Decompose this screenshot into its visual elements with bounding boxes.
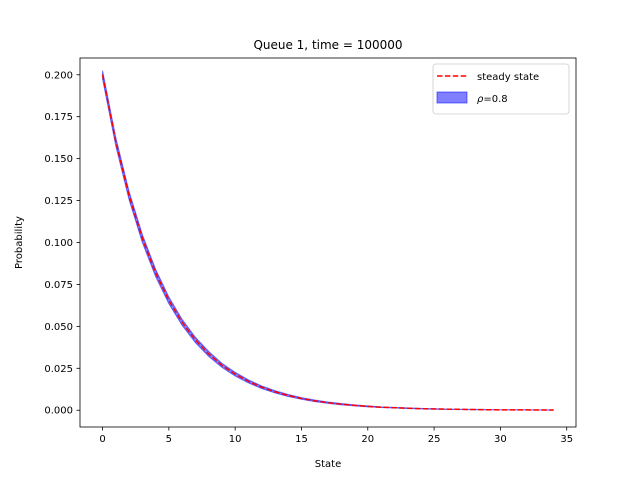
y-tick-label: 0.075 (44, 280, 73, 291)
y-tick-label: 0.050 (44, 322, 73, 333)
y-tick-label: 0.125 (44, 196, 73, 207)
x-tick-label: 25 (428, 434, 441, 445)
x-axis-label: State (315, 459, 341, 470)
y-tick-label: 0.025 (44, 364, 73, 375)
x-tick-label: 35 (560, 434, 573, 445)
y-axis: 0.000 0.025 0.050 0.075 0.100 0.125 0.150 0.175… (44, 70, 80, 417)
legend: steady state ρ=0.8 (432, 63, 570, 115)
y-axis-label: Probability (14, 216, 25, 269)
series-steady-state-line (101, 74, 554, 411)
x-tick-label: 15 (295, 434, 308, 445)
x-axis: 0 5 10 15 20 25 30 35 (99, 427, 573, 445)
legend-label-steady-state: steady state (477, 72, 539, 83)
legend-label-rho-value: =0.8 (483, 94, 507, 105)
legend-label-rho: ρ=0.8 (477, 94, 508, 105)
series-rho-band (102, 70, 554, 411)
y-tick-label: 0.000 (44, 406, 73, 417)
y-tick-label: 0.200 (44, 70, 73, 81)
chart-title: Queue 1, time = 100000 (253, 38, 402, 52)
plot-area (101, 70, 554, 411)
x-tick-label: 20 (361, 434, 374, 445)
y-tick-label: 0.100 (44, 238, 73, 249)
x-tick-label: 0 (99, 434, 105, 445)
y-tick-label: 0.175 (44, 112, 73, 123)
legend-swatch-rho (436, 91, 468, 104)
y-tick-label: 0.150 (44, 154, 73, 165)
x-tick-label: 30 (494, 434, 507, 445)
legend-label-rho-symbol: ρ (477, 94, 484, 105)
x-tick-label: 5 (166, 434, 172, 445)
x-tick-label: 10 (229, 434, 242, 445)
